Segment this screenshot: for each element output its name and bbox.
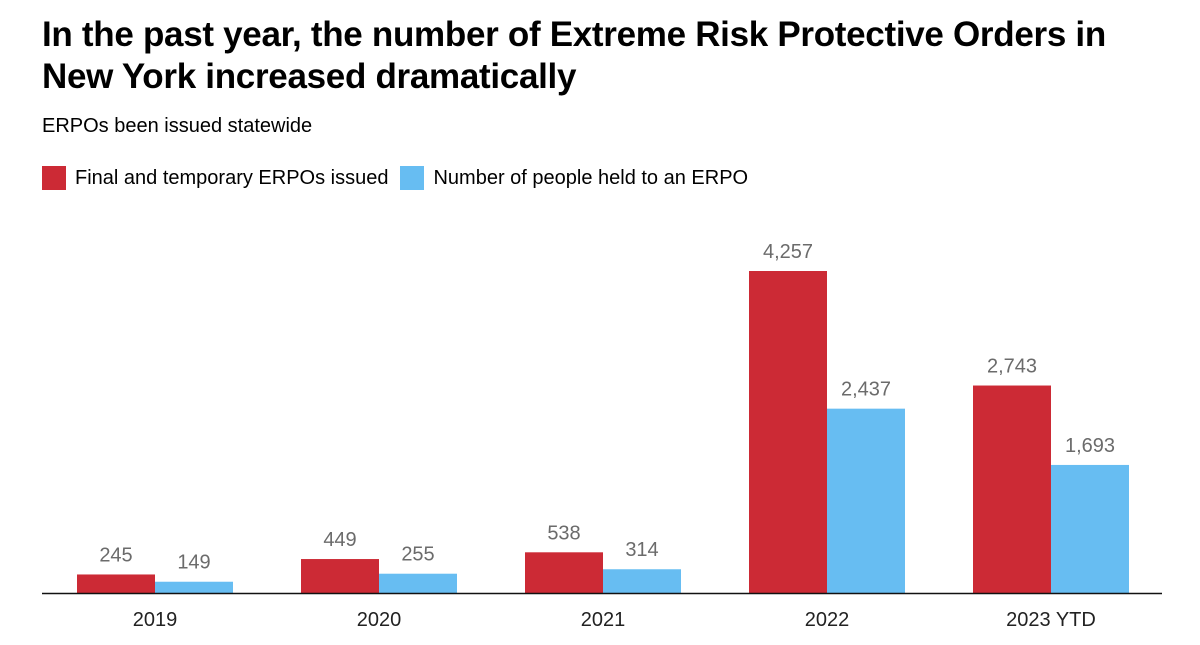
bar-people-2 [603,569,681,593]
data-label-issued-0: 245 [99,544,132,566]
category-label-4: 2023 YTD [1006,609,1096,631]
chart-subtitle: ERPOs been issued statewide [42,115,313,137]
category-label-2: 2021 [581,609,626,631]
legend-swatch-issued [42,166,66,190]
bar-issued-3 [749,271,827,593]
data-label-people-2: 314 [625,539,658,561]
chart-title: In the past year, the number of Extreme … [42,15,1106,96]
bar-people-3 [827,408,905,593]
data-label-issued-3: 4,257 [763,241,813,263]
category-label-3: 2022 [805,609,850,631]
bar-issued-4 [973,385,1051,593]
bar-people-1 [379,573,457,593]
data-label-people-0: 149 [177,552,210,574]
data-label-people-3: 2,437 [841,379,891,401]
data-label-issued-1: 449 [323,529,356,551]
data-label-issued-2: 538 [547,522,580,544]
data-label-people-4: 1,693 [1065,435,1115,457]
category-label-1: 2020 [357,609,402,631]
category-label-0: 2019 [133,609,178,631]
data-label-issued-4: 2,743 [987,356,1037,378]
bar-issued-2 [525,552,603,593]
legend-label-people: Number of people held to an ERPO [433,167,749,189]
bar-issued-1 [301,559,379,593]
legend-label-issued: Final and temporary ERPOs issued [75,167,389,189]
chart-legend: Final and temporary ERPOs issued Number … [42,166,760,190]
legend-item-issued: Final and temporary ERPOs issued [42,166,388,190]
bar-people-0 [155,581,233,593]
legend-swatch-people [400,166,425,190]
data-label-people-1: 255 [401,544,434,566]
bar-people-4 [1051,464,1129,593]
bar-issued-0 [77,574,155,593]
legend-item-people: Number of people held to an ERPO [400,166,748,190]
